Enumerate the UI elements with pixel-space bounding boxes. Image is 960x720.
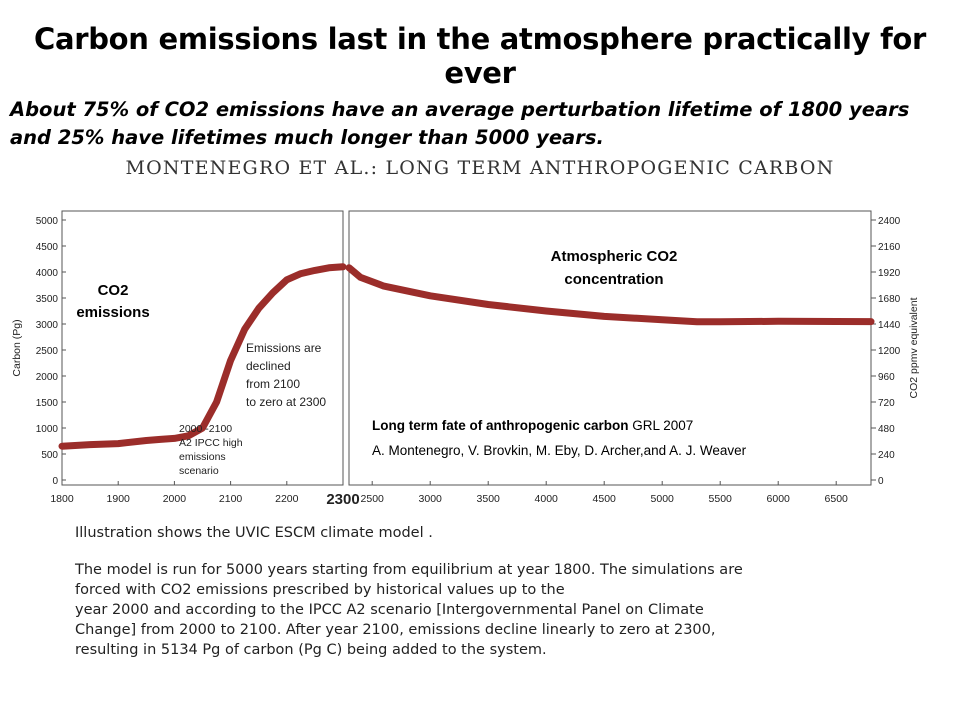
concentration-y-tick-label: 960: [878, 372, 895, 383]
concentration-x-tick-label: 5500: [709, 493, 733, 505]
concentration-y-axis: 0 240 480 720 960 1200 1440 1680 1920 2160 2400: [871, 216, 901, 487]
annotation-line: to zero at 2300: [246, 395, 326, 409]
concentration-y-axis-label: CO2 ppmv equivalent: [908, 297, 920, 398]
concentration-x-tick-label: 6500: [825, 493, 849, 505]
concentration-x-tick-label: 4500: [593, 493, 617, 505]
concentration-x-tick-label: 4000: [535, 493, 559, 505]
emissions-x-tick-label: 1900: [107, 493, 131, 505]
annotation-line: A2 IPCC high: [179, 437, 243, 449]
emissions-panel-label-line-1: CO2: [98, 282, 129, 299]
concentration-panel: 0 240 480 720 960 1200 1440 1680 1920 2160 2400 25…: [345, 210, 920, 505]
description-body: The model is run for 5000 years starting…: [75, 560, 875, 660]
concentration-panel-label-line-1: Atmospheric CO2: [551, 248, 678, 265]
concentration-x-tick-label: 5000: [651, 493, 675, 505]
annotation-a2-scenario: 2000 -2100 A2 IPCC high emissions scenario: [179, 423, 243, 477]
emissions-y-tick-label: 1500: [36, 398, 59, 409]
slide-subtitle: About 75% of CO2 emissions have an avera…: [10, 96, 950, 152]
concentration-y-tick-label: 1920: [878, 268, 901, 279]
emissions-y-tick-label: 4000: [36, 268, 59, 279]
concentration-panel-label-line-2: concentration: [564, 271, 663, 288]
concentration-y-tick-label: 2160: [878, 242, 901, 253]
concentration-y-tick-label: 1200: [878, 346, 901, 357]
emissions-x-tick-label: 2000: [163, 493, 187, 505]
concentration-y-tick-label: 240: [878, 450, 895, 461]
description-line: resulting in 5134 Pg of carbon (Pg C) be…: [75, 642, 547, 658]
concentration-x-tick-label: 2500: [361, 493, 385, 505]
emissions-x-tick-label: 2200: [275, 493, 299, 505]
emissions-y-tick-label: 500: [41, 450, 58, 461]
description-line: year 2000 and according to the IPCC A2 s…: [75, 602, 704, 618]
annotation-line: scenario: [179, 465, 219, 477]
concentration-y-tick-label: 2400: [878, 216, 901, 227]
emissions-y-tick-label: 4500: [36, 242, 59, 253]
annotation-line: Emissions are: [246, 341, 322, 355]
annotation-line: emissions: [179, 451, 226, 463]
description-line: Change] from 2000 to 2100. After year 21…: [75, 622, 716, 638]
subtitle-line-2: and 25% have lifetimes much longer than …: [10, 126, 604, 149]
concentration-plot-frame: [348, 210, 872, 486]
concentration-y-tick-label: 480: [878, 424, 895, 435]
emissions-plot-frame: [61, 210, 344, 486]
emissions-y-tick-label: 1000: [36, 424, 59, 435]
emissions-y-tick-label: 2000: [36, 372, 59, 383]
emissions-y-tick-label: 0: [52, 476, 58, 487]
emissions-panel-label-line-2: emissions: [76, 304, 149, 321]
concentration-series-line: [345, 264, 875, 326]
emissions-y-tick-label: 3500: [36, 294, 59, 305]
description-intro: Illustration shows the UVIC ESCM climate…: [75, 525, 433, 541]
chart-figure: 0 500 1000 1500 2000 2500 3000 3500 4000 4500 5000…: [11, 210, 920, 508]
concentration-y-tick-label: 1440: [878, 320, 901, 331]
concentration-y-tick-label: 1680: [878, 294, 901, 305]
emissions-series-line: [58, 263, 347, 450]
citation-authors: A. Montenegro, V. Brovkin, M. Eby, D. Ar…: [372, 443, 747, 458]
emissions-y-tick-label: 2500: [36, 346, 59, 357]
citation-line-1: Long term fate of anthropogenic carbon G…: [372, 418, 693, 433]
emissions-y-tick-label: 3000: [36, 320, 59, 331]
emissions-y-tick-label: 5000: [36, 216, 59, 227]
citation-journal: GRL 2007: [629, 418, 694, 433]
emissions-y-axis-label: Carbon (Pg): [11, 319, 23, 376]
concentration-y-tick-label: 720: [878, 398, 895, 409]
emissions-x-axis: 1800 1900 2000 2100 2200 2300: [50, 481, 360, 508]
annotation-line: from 2100: [246, 377, 300, 391]
slide-title: Carbon emissions last in the atmosphere …: [33, 22, 927, 90]
concentration-y-tick-label: 0: [878, 476, 884, 487]
subtitle-line-1: About 75% of CO2 emissions have an avera…: [10, 98, 910, 121]
emissions-x-tick-label: 2300: [326, 491, 359, 508]
concentration-x-tick-label: 3000: [419, 493, 443, 505]
concentration-x-tick-label: 3500: [477, 493, 501, 505]
concentration-x-axis: 2500 3000 3500 4000 4500 5000 5500 6000 6500: [361, 481, 849, 505]
emissions-x-tick-label: 2100: [219, 493, 243, 505]
emissions-y-axis: 0 500 1000 1500 2000 2500 3000 3500 4000 4500 5000: [36, 216, 66, 487]
paper-header: MONTENEGRO ET AL.: LONG TERM ANTHROPOGEN…: [125, 157, 835, 179]
emissions-panel: 0 500 1000 1500 2000 2500 3000 3500 4000 4500 5000…: [11, 210, 360, 508]
annotation-line: declined: [246, 359, 291, 373]
annotation-line: 2000 -2100: [179, 423, 232, 435]
annotation-emissions-declined: Emissions are declined from 2100 to zero at…: [246, 341, 326, 409]
description-line: forced with CO2 emissions prescribed by …: [75, 582, 565, 598]
description-line: The model is run for 5000 years starting…: [75, 562, 743, 578]
citation-title: Long term fate of anthropogenic carbon: [372, 418, 629, 433]
concentration-x-tick-label: 6000: [767, 493, 791, 505]
emissions-x-tick-label: 1800: [50, 493, 74, 505]
